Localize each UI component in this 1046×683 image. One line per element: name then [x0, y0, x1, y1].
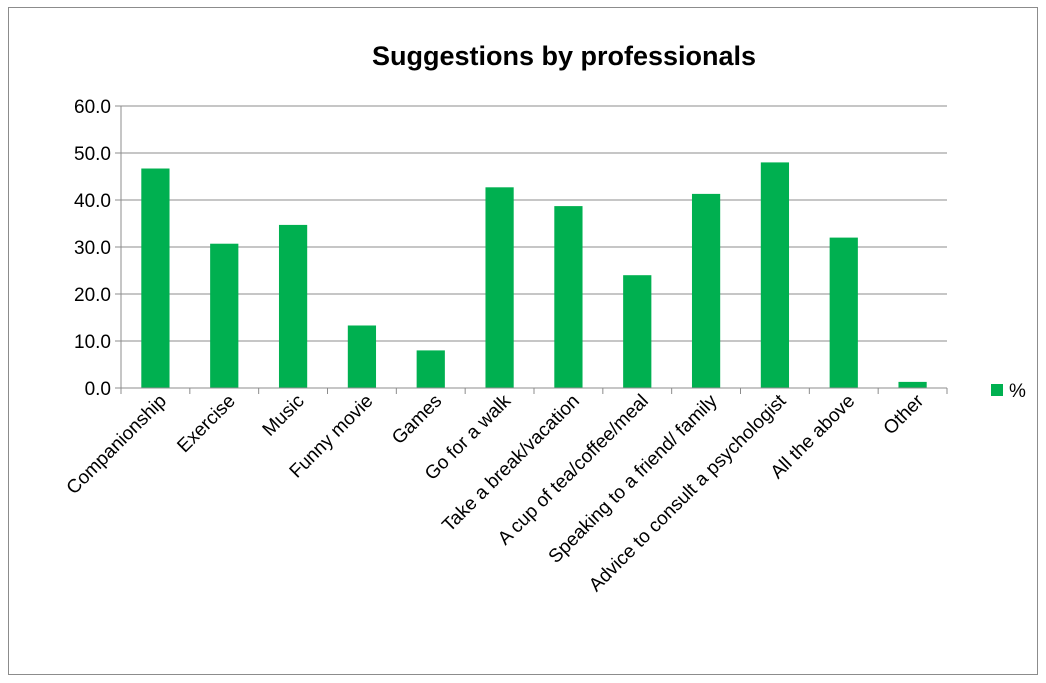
y-tick-label: 40.0	[74, 191, 111, 212]
bar	[623, 275, 652, 388]
bar	[141, 168, 170, 388]
bars	[141, 162, 927, 388]
bar	[691, 193, 721, 388]
y-tick-label: 50.0	[74, 144, 111, 165]
chart-title: Suggestions by professionals	[372, 41, 756, 71]
bar	[554, 206, 583, 388]
bar	[829, 237, 858, 388]
y-tick-label: 30.0	[74, 238, 111, 259]
x-tick-label: Other	[880, 390, 929, 439]
chart-frame: Suggestions by professionals 0.0 10.0 20.0…	[8, 7, 1038, 675]
bar	[210, 243, 239, 388]
legend-swatch	[991, 384, 1003, 396]
y-tick-label: 60.0	[74, 97, 111, 118]
y-axis-tick-labels: 0.0 10.0 20.0 30.0 40.0 50.0 60.0	[74, 97, 111, 400]
bar	[760, 162, 790, 388]
y-tick-label: 10.0	[74, 332, 111, 353]
bar-chart: Suggestions by professionals 0.0 10.0 20.0…	[63, 41, 1026, 596]
bar	[278, 224, 308, 388]
x-tick-label: Take a break/vacation	[438, 391, 584, 537]
bar	[416, 350, 445, 388]
axes	[115, 105, 948, 394]
x-tick-label: Music	[259, 391, 309, 441]
x-tick-label: Companionship	[63, 391, 171, 499]
x-tick-label: Exercise	[173, 391, 239, 457]
legend-label: %	[1009, 381, 1026, 402]
legend: %	[991, 381, 1026, 402]
bar	[347, 325, 377, 388]
gridlines	[121, 105, 947, 342]
bar	[898, 381, 927, 388]
y-tick-label: 0.0	[85, 379, 111, 400]
y-tick-label: 20.0	[74, 285, 111, 306]
x-tick-label: Games	[388, 391, 446, 449]
bar	[485, 187, 514, 388]
